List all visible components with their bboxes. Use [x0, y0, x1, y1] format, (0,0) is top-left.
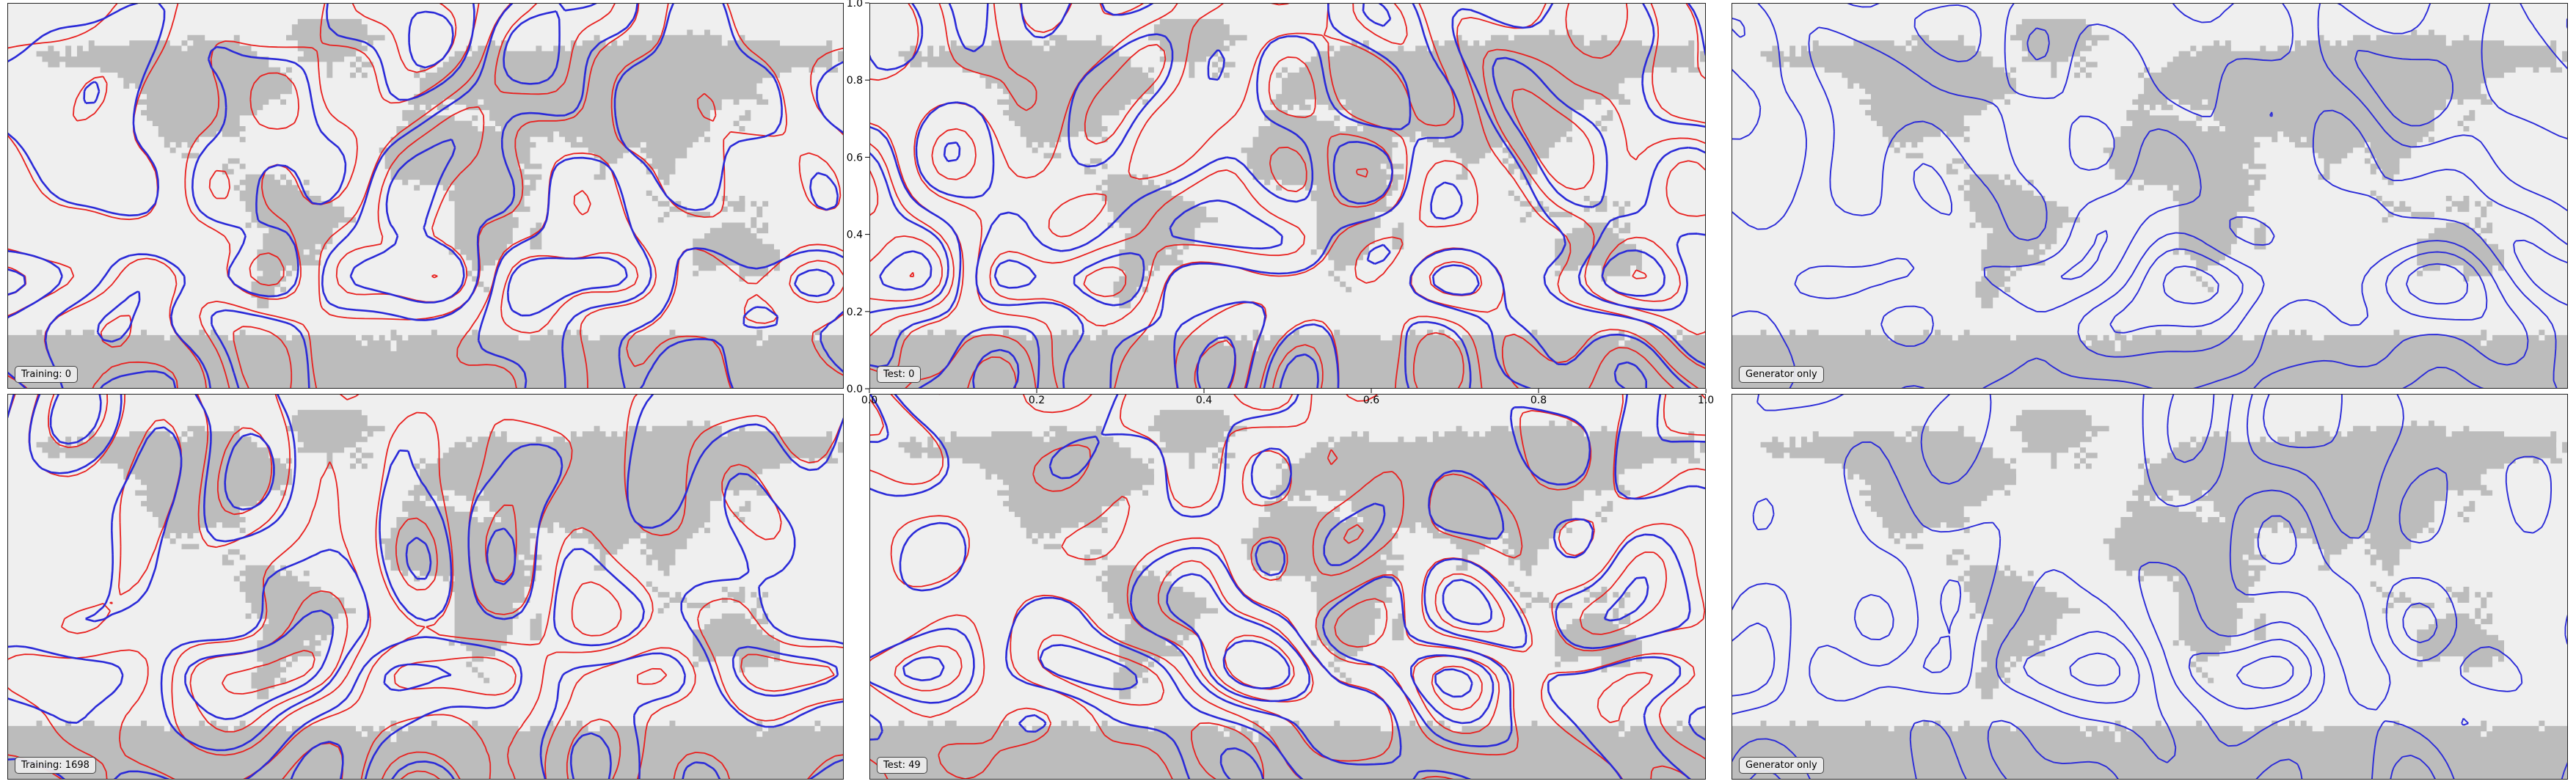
panel-frame	[1732, 394, 2568, 780]
land-mask	[1732, 409, 2568, 780]
map-panel-5: Test: 49	[869, 394, 1706, 780]
generated-contour-series	[869, 394, 1706, 780]
contour-map-svg	[1732, 3, 2568, 389]
contour-map-svg	[7, 3, 844, 389]
contour-map-svg	[869, 3, 1706, 389]
map-panel-2: Test: 0	[869, 3, 1706, 389]
panel-label: Training: 1698	[15, 757, 96, 774]
map-panel-3: Generator only	[1732, 3, 2568, 389]
generated-contour-series	[7, 3, 844, 389]
generated-contour-series	[869, 3, 1706, 389]
panel-frame	[1732, 3, 2568, 389]
y-tick-label: 0.4	[847, 230, 863, 241]
y-tick-label: 0.6	[847, 152, 863, 164]
generated-contour-series	[1732, 3, 2568, 389]
panel-label: Test: 49	[877, 757, 927, 774]
panel-label: Test: 0	[877, 366, 922, 383]
panel-frame	[869, 3, 1706, 389]
land-mask	[7, 18, 844, 389]
y-tick-label: 0.0	[847, 384, 863, 395]
y-tick-label: 1.0	[847, 0, 863, 10]
panel-label: Training: 0	[15, 366, 79, 383]
land-mask	[1732, 18, 2568, 389]
contour-map-svg	[7, 394, 844, 780]
map-panel-6: Generator only	[1732, 394, 2568, 780]
generated-contour-series	[1732, 394, 2568, 780]
y-tick-label: 0.8	[847, 75, 863, 87]
contour-map-svg	[869, 394, 1706, 780]
panel-label: Generator only	[1739, 757, 1824, 774]
truth-contour-series	[7, 3, 844, 389]
panel-label: Generator only	[1739, 366, 1824, 383]
map-panel-4: Training: 1698	[7, 394, 844, 780]
truth-contour-series	[869, 394, 1706, 780]
land-mask	[7, 409, 844, 780]
y-tick-label: 0.2	[847, 307, 863, 318]
panel-frame	[7, 394, 844, 780]
panel-frame	[7, 3, 844, 389]
panel-frame	[869, 394, 1706, 780]
land-mask	[869, 18, 1706, 389]
map-panel-1: Training: 0	[7, 3, 844, 389]
contour-map-svg	[1732, 394, 2568, 780]
